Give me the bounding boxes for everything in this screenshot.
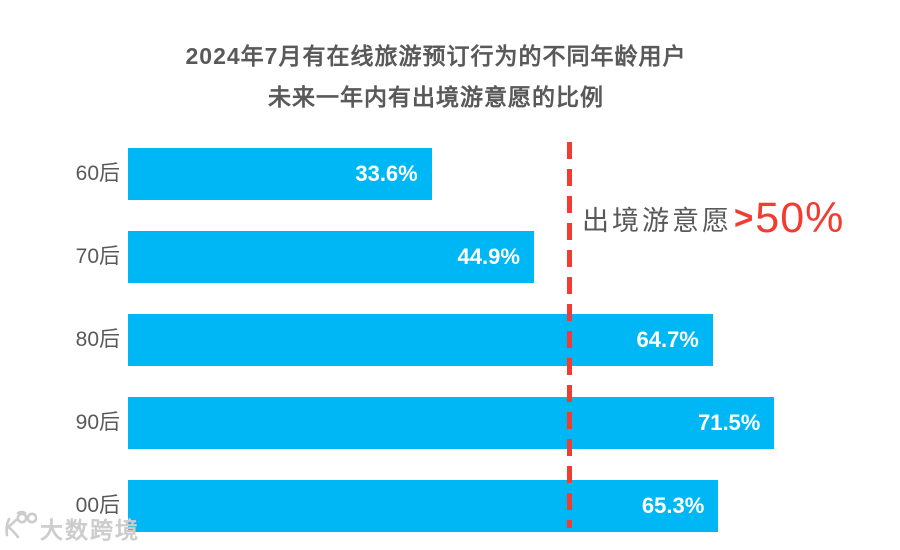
bar: 44.9% bbox=[128, 231, 534, 283]
watermark: 大数跨境 bbox=[3, 509, 140, 546]
category-label: 80后 bbox=[75, 328, 120, 351]
greater-than-sign: > bbox=[734, 199, 754, 236]
dashukuajing-logo-icon bbox=[3, 509, 38, 546]
category-label: 00后 bbox=[75, 494, 120, 517]
threshold-annotation-label: 出境游意愿 bbox=[582, 205, 732, 236]
threshold-annotation-value: 50% bbox=[755, 193, 845, 242]
threshold-dashed-line bbox=[567, 142, 572, 528]
watermark-text: 大数跨境 bbox=[40, 516, 140, 543]
chart-title-line1: 2024年7月有在线旅游预订行为的不同年龄用户 bbox=[185, 43, 687, 69]
bar: 64.7% bbox=[128, 314, 713, 366]
chart-title: 2024年7月有在线旅游预订行为的不同年龄用户 未来一年内有出境游意愿的比例 bbox=[0, 36, 872, 118]
chart-title-line2: 未来一年内有出境游意愿的比例 bbox=[268, 84, 604, 110]
bar: 71.5% bbox=[128, 397, 775, 449]
bar: 33.6% bbox=[128, 148, 432, 200]
category-label: 90后 bbox=[75, 411, 120, 434]
threshold-annotation: 出境游意愿 > 50% bbox=[582, 192, 844, 244]
bar: 65.3% bbox=[128, 480, 719, 532]
category-label: 60后 bbox=[75, 162, 120, 185]
category-label: 70后 bbox=[75, 245, 120, 268]
